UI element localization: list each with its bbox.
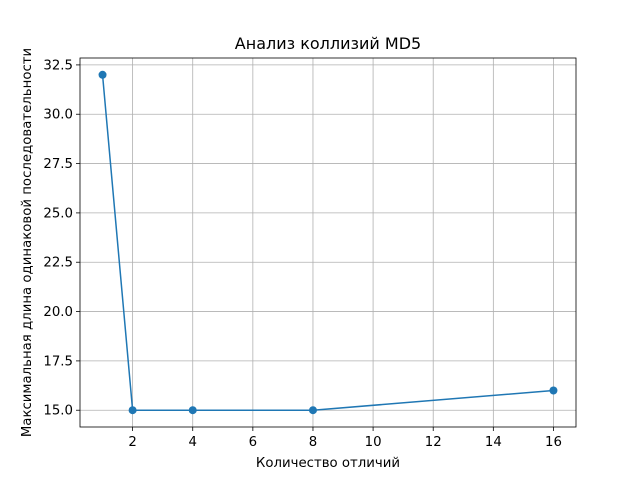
chart-title: Анализ коллизий MD5 (235, 34, 421, 53)
data-point (188, 406, 197, 415)
x-tick-label: 6 (249, 435, 257, 450)
grid (80, 58, 576, 427)
x-tick-label: 10 (365, 435, 382, 450)
x-axis: 2 4 6 8 10 12 14 16 (128, 427, 562, 450)
y-tick-label: 30.0 (43, 108, 73, 123)
y-tick-label: 27.5 (43, 157, 73, 172)
data-point (549, 386, 558, 395)
y-tick-label: 32.5 (43, 58, 73, 73)
series (98, 70, 558, 415)
x-axis-label: Количество отличий (256, 456, 400, 471)
x-tick-label: 14 (485, 435, 502, 450)
plot-frame (79, 57, 577, 428)
y-tick-label: 22.5 (43, 256, 73, 271)
y-tick-label: 25.0 (43, 206, 73, 221)
x-tick-label: 8 (309, 435, 317, 450)
data-point (98, 70, 107, 79)
x-tick-label: 4 (188, 435, 196, 450)
y-tick-label: 17.5 (43, 354, 73, 369)
x-tick-label: 16 (545, 435, 562, 450)
data-point (128, 406, 137, 415)
x-tick-label: 12 (425, 435, 442, 450)
y-axis-label: Максимальная длина одинаковой последоват… (20, 48, 35, 437)
y-tick-label: 15.0 (43, 404, 73, 419)
x-tick-label: 2 (128, 435, 136, 450)
y-axis: 15.0 17.5 20.0 22.5 25.0 27.5 30.0 32.5 (43, 58, 80, 419)
data-point (308, 406, 317, 415)
y-tick-label: 20.0 (43, 305, 73, 320)
series-line (101, 74, 554, 411)
